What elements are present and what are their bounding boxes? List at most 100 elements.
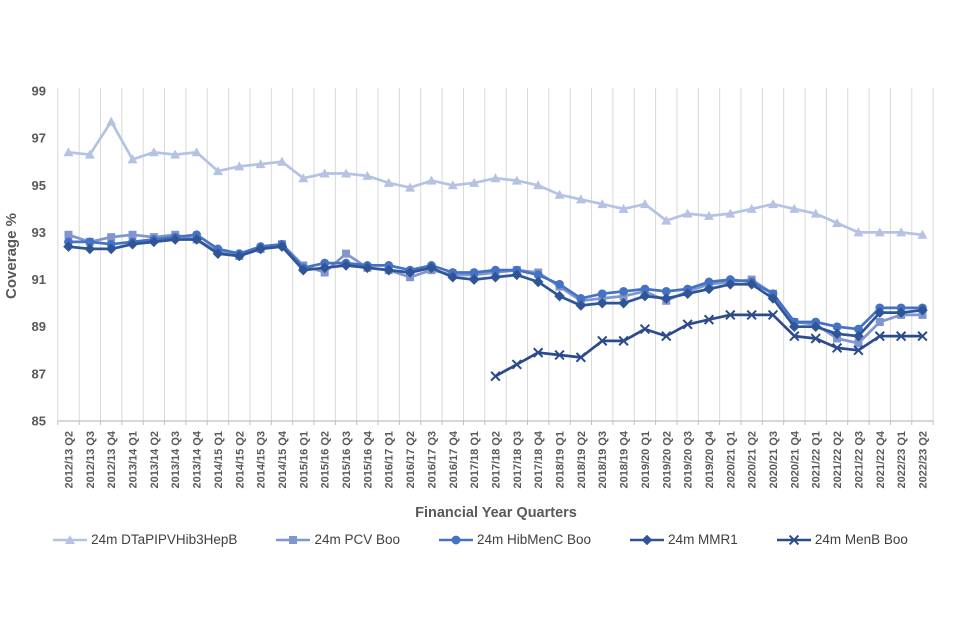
- x-tick-label: 2016/17 Q2: [405, 431, 417, 489]
- triangle-marker: [170, 149, 181, 159]
- diamond-marker: [532, 276, 544, 288]
- diamond-marker: [191, 234, 202, 245]
- x-tick-label: 2015/16 Q3: [341, 431, 353, 489]
- square-marker: [289, 535, 298, 544]
- x-tick-label: 2022/23 Q2: [917, 431, 929, 489]
- triangle-marker: [447, 180, 458, 190]
- triangle-marker: [661, 215, 672, 225]
- x-marker: [917, 331, 928, 342]
- triangle-marker: [874, 227, 885, 237]
- x-marker: [831, 342, 843, 354]
- triangle-marker: [383, 177, 394, 187]
- x-tick-label: 2020/21 Q4: [789, 430, 801, 488]
- square-marker: [107, 233, 116, 242]
- triangle-marker: [896, 227, 907, 237]
- x-tick-label: 2014/15 Q1: [213, 431, 225, 489]
- x-axis-tick-labels: 2012/13 Q2 2012/13 Q3 2012/13 Q4 2013/14 Q1…: [63, 430, 929, 488]
- x-tick-label: 2020/21 Q2: [747, 431, 759, 489]
- x-tick-label: 2015/16 Q4: [362, 430, 374, 488]
- circle-marker: [491, 265, 500, 275]
- x-tick-label: 2020/21 Q3: [768, 431, 780, 489]
- y-tick-label: 89: [32, 319, 46, 334]
- square-marker: [128, 230, 137, 239]
- diamond-marker: [212, 248, 224, 259]
- diamond-marker: [767, 293, 779, 304]
- triangle-marker: [597, 199, 608, 209]
- circle-marker: [576, 294, 586, 303]
- y-tick-label: 97: [32, 131, 46, 146]
- triangle-marker: [276, 156, 287, 166]
- triangle-legend-marker-icon: [53, 534, 88, 544]
- x-tick-label: 2017/18 Q1: [469, 431, 481, 489]
- y-axis-title: Coverage %: [3, 213, 20, 299]
- triangle-marker: [810, 208, 821, 218]
- square-marker: [854, 339, 863, 348]
- x-marker: [874, 331, 885, 342]
- diamond-marker: [447, 271, 459, 283]
- x-marker: [746, 309, 757, 321]
- triangle-marker: [341, 168, 352, 178]
- x-tick-label: 2017/18 Q3: [512, 431, 524, 489]
- diamond-marker: [105, 243, 117, 255]
- legend-label: 24m PCV Boo: [314, 532, 400, 547]
- diamond-marker: [660, 293, 672, 304]
- circle-marker: [832, 322, 842, 332]
- diamond-marker: [319, 262, 330, 274]
- triangle-marker: [917, 229, 928, 239]
- x-marker: [810, 333, 821, 344]
- triangle-marker: [490, 173, 501, 183]
- diamond-marker: [874, 307, 886, 318]
- circle-marker: [533, 270, 543, 280]
- circle-marker: [555, 279, 564, 289]
- x-marker: [703, 314, 715, 325]
- legend-label: 24m HibMenC Boo: [476, 532, 592, 547]
- x-axis-title: Financial Year Quarters: [415, 505, 577, 521]
- circle-legend-marker-icon: [438, 535, 473, 544]
- circle-marker: [661, 286, 671, 296]
- triangle-marker: [319, 168, 330, 178]
- triangle-marker: [405, 182, 416, 192]
- diamond-marker: [362, 262, 373, 274]
- series-24m-menb-boo: [490, 309, 928, 382]
- diamond-marker: [703, 283, 715, 295]
- diamond-marker: [596, 297, 608, 309]
- x-marker: [682, 319, 693, 330]
- x-tick-label: 2013/14 Q2: [149, 431, 161, 489]
- diamond-marker: [789, 321, 800, 333]
- x-tick-label: 2018/19 Q2: [576, 431, 588, 489]
- diamond-marker: [276, 241, 288, 252]
- circle-marker: [85, 237, 95, 247]
- triangle-marker: [469, 177, 480, 187]
- triangle-marker: [639, 199, 650, 209]
- diamond-marker: [554, 290, 565, 302]
- x-tick-label: 2019/20 Q3: [683, 431, 695, 489]
- diamond-marker: [468, 274, 480, 285]
- diamond-marker: [831, 328, 843, 340]
- diamond-marker: [853, 330, 864, 342]
- x-marker: [533, 347, 544, 358]
- circle-marker: [597, 289, 607, 299]
- square-marker: [875, 318, 884, 326]
- x-marker: [511, 359, 522, 370]
- y-tick-label: 91: [32, 272, 46, 287]
- diamond-marker: [63, 241, 74, 252]
- triangle-marker: [618, 203, 629, 213]
- x-marker: [639, 323, 651, 335]
- triangle-marker: [127, 154, 138, 164]
- square-marker: [64, 230, 73, 239]
- circle-marker: [469, 268, 479, 277]
- diamond-marker: [404, 267, 416, 278]
- x-tick-label: 2017/18 Q2: [490, 431, 502, 489]
- diamond-marker: [895, 307, 907, 318]
- triangle-marker: [554, 189, 565, 199]
- legend-item-24m-menb-boo: 24m MenB Boo: [776, 532, 908, 547]
- diamond-marker: [340, 260, 352, 271]
- x-marker: [575, 352, 586, 363]
- legend-label: 24m DTaPIPVHib3HepB: [91, 532, 238, 547]
- circle-marker: [704, 277, 714, 287]
- triangle-marker: [362, 170, 373, 180]
- diamond-marker: [682, 288, 693, 300]
- x-marker: [661, 331, 672, 342]
- diamond-marker: [511, 269, 523, 281]
- triangle-marker: [234, 161, 245, 171]
